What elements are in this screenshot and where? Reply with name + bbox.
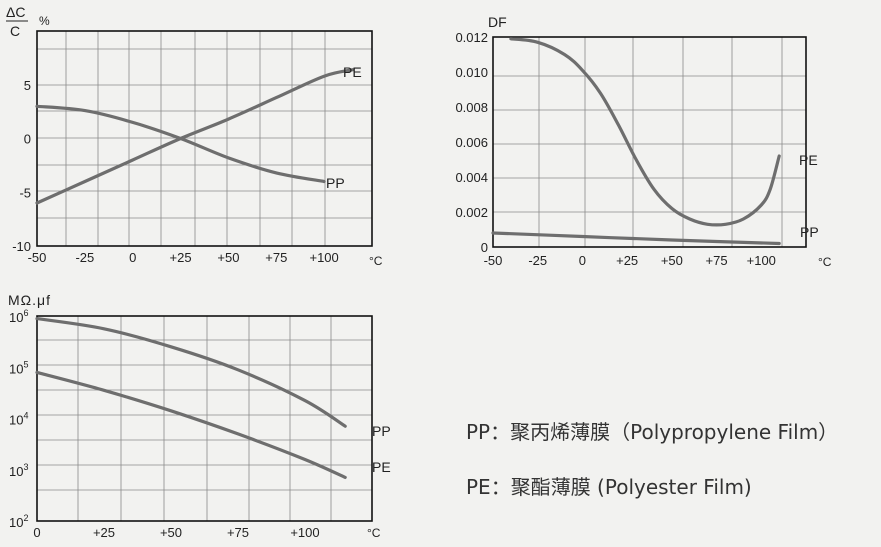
chart-2-grid — [493, 37, 806, 247]
chart-2-x-tick-label: +50 — [661, 253, 683, 268]
chart-3-y-tick-label: 103 — [9, 462, 28, 479]
chart-1-x-tick-label: 0 — [129, 250, 136, 265]
chart-1-y-label-bottom: C — [10, 23, 20, 39]
chart-2-x-tick-label: 0 — [579, 253, 586, 268]
chart-1-y-tick-label: -10 — [12, 239, 31, 254]
chart-2-x-tick-label: -25 — [528, 253, 547, 268]
chart-2-y-tick-label: 0.010 — [455, 65, 488, 80]
chart-3-y-tick-label: 102 — [9, 513, 28, 530]
chart-1-x-tick-label: +25 — [170, 250, 192, 265]
chart-1-series-pp-line — [35, 104, 326, 184]
chart-1-x-tick-label: +75 — [265, 250, 287, 265]
chart-2-y-tick-label: 0.002 — [455, 205, 488, 220]
chart-3-y-tick-label: 104 — [9, 411, 28, 428]
chart-2-y-tick-label: 0 — [481, 240, 488, 255]
chart-2-series-pe-line — [509, 37, 781, 227]
chart-3-x-tick-label: +100 — [290, 525, 319, 540]
chart-2-y-tick-label: 0.008 — [455, 100, 488, 115]
chart-3-x-tick-label: 0 — [33, 525, 40, 540]
chart-3-series-pe-line — [35, 370, 347, 479]
chart-2-x-tick-label: -50 — [484, 253, 503, 268]
chart-1-x-tick-label: +50 — [217, 250, 239, 265]
chart-3-x-tick-label: +75 — [227, 525, 249, 540]
chart-1-y-label-top: ΔC — [6, 4, 25, 20]
chart-1-series-pp-label: PP — [326, 175, 345, 191]
chart-1-x-unit: °C — [369, 254, 383, 268]
chart-3-x-tick-label: +25 — [93, 525, 115, 540]
legend-pp: PP：聚丙烯薄膜（Polypropylene Film） — [466, 420, 839, 444]
chart-1-frame — [36, 30, 373, 247]
chart-1-series-pe-line — [35, 68, 355, 205]
chart-1-x-tick-label: +100 — [309, 250, 338, 265]
chart-1-x-tick-label: -25 — [75, 250, 94, 265]
chart-1-y-tick-label: 5 — [24, 78, 31, 93]
chart-2-series-pp-line — [491, 231, 781, 246]
chart-3-series-pp-label: PP — [372, 423, 391, 439]
chart-3-x-unit: °C — [367, 526, 381, 540]
chart-3-y-label: MΩ.μf — [8, 292, 51, 308]
chart-2-y-tick-label: 0.006 — [455, 135, 488, 150]
chart-3-y-tick-label: 106 — [9, 308, 28, 325]
chart-3-grid — [37, 316, 372, 521]
chart-2-y-label: DF — [488, 14, 507, 30]
chart-2-x-tick-label: +75 — [706, 253, 728, 268]
legend-pe: PE：聚酯薄膜 (Polyester Film) — [466, 475, 752, 499]
chart-2-x-unit: °C — [818, 255, 832, 269]
chart-3-series-pe-label: PE — [372, 459, 391, 475]
chart-1-series-pe-label: PE — [343, 64, 362, 80]
chart-1-y-tick-label: -5 — [19, 185, 31, 200]
chart-3-y-tick-label: 105 — [9, 359, 28, 376]
chart-3-x-tick-label: +50 — [160, 525, 182, 540]
chart-2-x-tick-label: +100 — [747, 253, 776, 268]
chart-3-series-pp-line — [35, 317, 347, 428]
chart-2-frame — [492, 36, 807, 248]
chart-2-y-tick-label: 0.012 — [455, 30, 488, 45]
chart-1-grid — [37, 31, 372, 246]
chart-2-series-pe-label: PE — [799, 152, 818, 168]
chart-2-x-tick-label: +25 — [616, 253, 638, 268]
chart-1-x-tick-label: -50 — [28, 250, 47, 265]
chart-2-series-pp-label: PP — [800, 224, 819, 240]
chart-1-y-unit: % — [39, 14, 50, 28]
chart-2-y-tick-label: 0.004 — [455, 170, 488, 185]
chart-3-frame — [36, 315, 373, 522]
chart-1-y-tick-label: 0 — [24, 132, 31, 147]
